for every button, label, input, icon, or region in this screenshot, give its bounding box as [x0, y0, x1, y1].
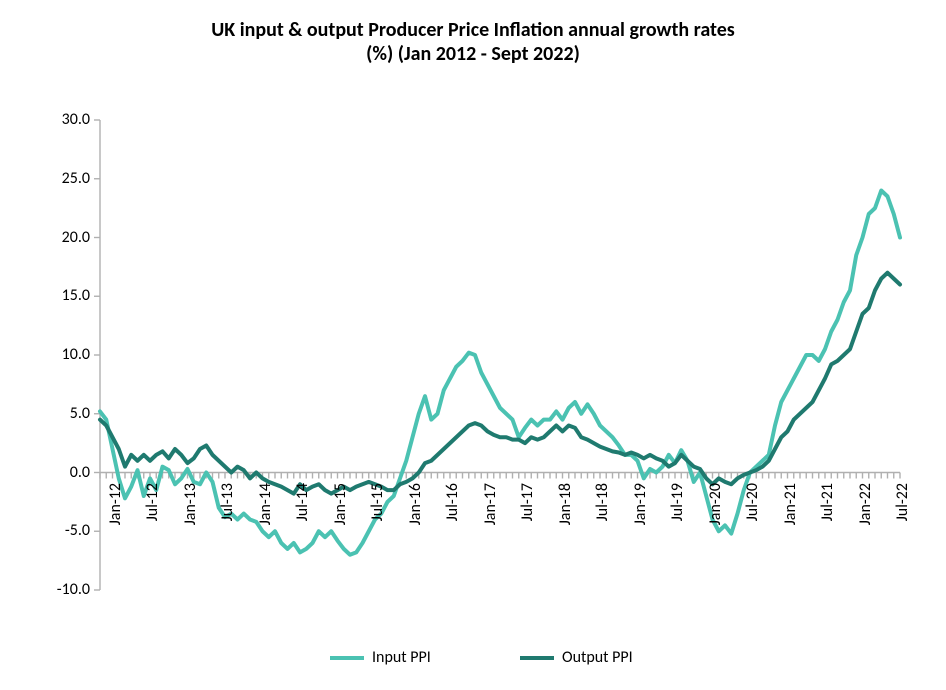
- x-tick-label: Jul-13: [218, 483, 237, 521]
- x-tick-label: Jul-17: [518, 483, 537, 521]
- y-tick-label: 30.0: [44, 110, 90, 129]
- x-tick-label: Jul-12: [143, 483, 162, 521]
- x-tick-label: Jan-12: [106, 483, 125, 525]
- x-tick-label: Jul-18: [593, 483, 612, 521]
- series-output-ppi: [100, 273, 900, 494]
- x-tick-label: Jan-21: [781, 483, 800, 525]
- x-tick-label: Jan-22: [856, 483, 875, 525]
- x-tick-label: Jul-16: [443, 483, 462, 521]
- x-tick-label: Jul-15: [368, 483, 387, 521]
- x-tick-label: Jan-18: [556, 483, 575, 525]
- x-tick-label: Jan-14: [256, 483, 275, 525]
- y-tick-label: 10.0: [44, 345, 90, 364]
- legend-item: Input PPI: [330, 648, 431, 667]
- x-tick-label: Jul-19: [668, 483, 687, 521]
- legend-item: Output PPI: [520, 648, 633, 667]
- x-tick-label: Jul-22: [893, 483, 912, 521]
- y-tick-label: -10.0: [44, 580, 90, 599]
- legend-swatch: [330, 656, 364, 660]
- y-tick-label: 15.0: [44, 286, 90, 305]
- chart-title-line2: (%) (Jan 2012 - Sept 2022): [0, 42, 946, 66]
- y-tick-label: 5.0: [44, 404, 90, 423]
- y-tick-label: 0.0: [44, 463, 90, 482]
- x-tick-label: Jan-20: [706, 483, 725, 525]
- legend-label: Input PPI: [372, 648, 431, 667]
- x-tick-label: Jul-14: [293, 483, 312, 521]
- y-tick-label: 20.0: [44, 228, 90, 247]
- x-tick-label: Jan-17: [481, 483, 500, 525]
- x-tick-label: Jan-15: [331, 483, 350, 525]
- legend-label: Output PPI: [562, 648, 633, 667]
- x-tick-label: Jan-16: [406, 483, 425, 525]
- x-tick-label: Jul-21: [818, 483, 837, 521]
- x-tick-label: Jan-13: [181, 483, 200, 525]
- chart-title-line1: UK input & output Producer Price Inflati…: [0, 18, 946, 42]
- legend-swatch: [520, 656, 554, 660]
- x-tick-label: Jul-20: [743, 483, 762, 521]
- x-tick-label: Jan-19: [631, 483, 650, 525]
- y-tick-label: 25.0: [44, 169, 90, 188]
- y-tick-label: -5.0: [44, 521, 90, 540]
